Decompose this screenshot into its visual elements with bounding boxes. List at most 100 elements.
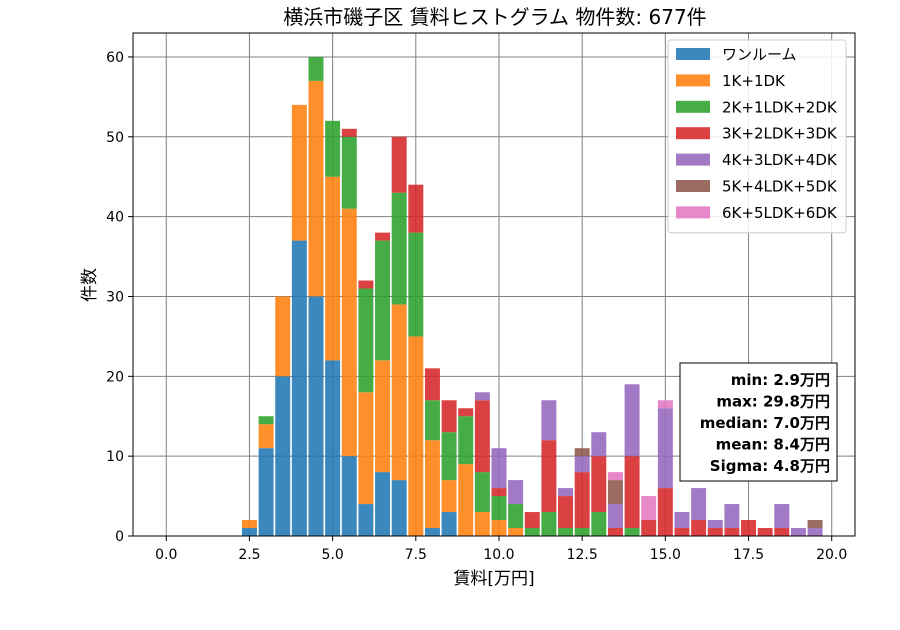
stats-frame bbox=[679, 362, 838, 482]
histogram-bar bbox=[308, 56, 324, 81]
histogram-bar bbox=[657, 400, 673, 409]
y-axis-label: 件数 bbox=[80, 268, 100, 302]
histogram-bar bbox=[424, 528, 440, 536]
stats-line: min: 2.9万円 bbox=[731, 371, 830, 389]
histogram-bar bbox=[308, 80, 324, 297]
legend-swatch bbox=[676, 74, 710, 87]
histogram-bar bbox=[375, 232, 391, 241]
histogram-bar bbox=[624, 384, 640, 457]
plot-frame bbox=[132, 32, 856, 537]
histogram-bar bbox=[641, 520, 657, 536]
histogram-bar bbox=[508, 480, 524, 505]
x-tick-label: 0.0 bbox=[155, 547, 177, 563]
legend-swatch bbox=[676, 100, 710, 113]
histogram-bar bbox=[458, 464, 474, 536]
histogram-bar bbox=[607, 480, 623, 505]
histogram-bar bbox=[441, 432, 457, 481]
histogram-bar bbox=[657, 488, 673, 536]
histogram-bar bbox=[790, 528, 806, 536]
histogram-bar bbox=[441, 480, 457, 513]
histogram-bar bbox=[424, 400, 440, 441]
y-tick-label: 30 bbox=[106, 289, 124, 305]
histogram-bar bbox=[574, 528, 590, 536]
legend-label: 6K+5LDK+6DK bbox=[722, 204, 838, 222]
histogram-bar bbox=[441, 400, 457, 433]
histogram-bar bbox=[325, 360, 341, 536]
histogram-bar bbox=[807, 528, 823, 536]
histogram-bar bbox=[541, 440, 557, 513]
legend: ワンルーム 1K+1DK 2K+1LDK+2DK 3K+2LDK+3DK 4K+3LDK… bbox=[667, 39, 847, 234]
histogram-bar bbox=[757, 528, 773, 536]
legend-label: 2K+1LDK+2DK bbox=[722, 98, 838, 116]
legend-swatch bbox=[676, 127, 710, 140]
histogram-bar bbox=[441, 512, 457, 536]
histogram-bar bbox=[491, 520, 507, 536]
histogram-bar bbox=[375, 472, 391, 536]
histogram-bar bbox=[341, 456, 357, 536]
histogram-bar bbox=[375, 360, 391, 473]
histogram-bar bbox=[491, 448, 507, 489]
histogram-bar bbox=[624, 456, 640, 529]
histogram-bar bbox=[508, 528, 524, 536]
y-tick-label: 0 bbox=[115, 529, 124, 545]
legend-swatch bbox=[676, 153, 710, 166]
histogram-bar bbox=[558, 528, 574, 536]
histogram-bar bbox=[241, 520, 257, 529]
histogram-bar bbox=[275, 296, 291, 377]
stats-line: max: 29.8万円 bbox=[716, 393, 830, 411]
x-tick-label: 20.0 bbox=[816, 547, 847, 563]
histogram-bar bbox=[508, 504, 524, 529]
histogram-bar bbox=[341, 208, 357, 457]
histogram-bar bbox=[691, 488, 707, 521]
histogram-bar bbox=[375, 240, 391, 361]
histogram-bar bbox=[291, 240, 307, 537]
histogram-bar bbox=[724, 528, 740, 536]
legend-label: 5K+4LDK+5DK bbox=[722, 178, 838, 196]
histogram-bar bbox=[424, 440, 440, 529]
histogram-bar bbox=[358, 504, 374, 536]
histogram-bar bbox=[358, 392, 374, 505]
histogram-bar bbox=[574, 448, 590, 457]
histogram-bar bbox=[258, 424, 274, 449]
histogram-bar bbox=[275, 376, 291, 536]
histogram-bar bbox=[524, 512, 540, 529]
histogram-bar bbox=[707, 528, 723, 536]
histogram-bar bbox=[325, 120, 341, 177]
histogram-bar bbox=[691, 520, 707, 536]
legend-swatch bbox=[676, 180, 710, 192]
histogram-bar bbox=[541, 512, 557, 536]
histogram-bar bbox=[641, 496, 657, 521]
histogram-bar bbox=[607, 504, 623, 529]
y-tick-label: 60 bbox=[106, 50, 124, 66]
histogram-bar bbox=[491, 488, 507, 497]
x-tick-label: 10.0 bbox=[483, 547, 514, 563]
histogram-bar bbox=[474, 400, 490, 473]
legend-label: 4K+3LDK+4DK bbox=[722, 151, 838, 169]
histogram-bar bbox=[724, 504, 740, 529]
histogram-bar bbox=[624, 528, 640, 536]
y-tick-label: 50 bbox=[106, 130, 124, 146]
x-tick-label: 12.5 bbox=[567, 547, 598, 563]
histogram-bar bbox=[591, 432, 607, 457]
histogram-bar bbox=[774, 504, 790, 529]
stats-line: Sigma: 4.8万円 bbox=[710, 457, 830, 475]
histogram-bar bbox=[774, 528, 790, 536]
y-axis-ticks: 0 10 20 30 40 50 60 bbox=[106, 50, 133, 545]
legend-swatch bbox=[676, 48, 710, 60]
histogram-bar bbox=[657, 408, 673, 489]
x-axis-ticks: 0.0 2.5 5.0 7.5 10.0 12.5 15.0 17.5 20.0 bbox=[155, 536, 847, 563]
x-tick-label: 2.5 bbox=[238, 547, 260, 563]
histogram-bar bbox=[241, 528, 257, 536]
x-axis-label: 賃料[万円] bbox=[453, 569, 534, 589]
histogram-bar bbox=[408, 336, 424, 536]
y-tick-label: 40 bbox=[106, 210, 124, 226]
histogram-bar bbox=[607, 472, 623, 481]
histogram-bar bbox=[408, 184, 424, 233]
chart-title: 横浜市磯子区 賃料ヒストグラム 物件数: 677件 bbox=[283, 5, 706, 29]
legend-swatch bbox=[676, 206, 710, 219]
histogram-bar bbox=[308, 296, 324, 536]
histogram-bar bbox=[574, 472, 590, 529]
x-tick-label: 17.5 bbox=[733, 547, 764, 563]
histogram-bar bbox=[474, 392, 490, 401]
